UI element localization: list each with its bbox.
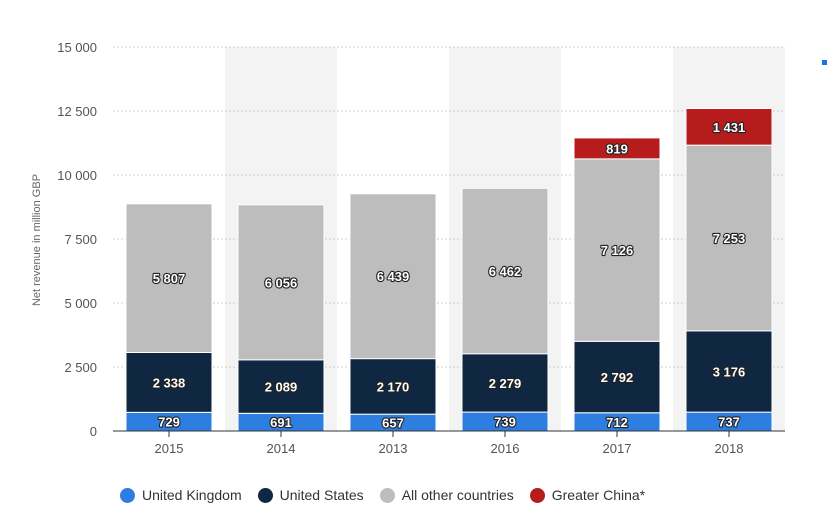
y-tick-label: 2 500: [64, 360, 97, 375]
panel-edge-marker: [822, 60, 827, 65]
data-label: 2 792: [601, 370, 634, 385]
legend-label-all-other-countries: All other countries: [401, 487, 514, 503]
y-tick-label: 10 000: [57, 168, 97, 183]
data-label: 5 807: [153, 271, 186, 286]
legend-marker-united-states: [257, 487, 273, 503]
bar-segment[interactable]: [573, 158, 661, 342]
data-label: 2 279: [489, 376, 522, 391]
bar-segment[interactable]: [237, 204, 325, 361]
stacked-bar-chart: 0 2 500 5 000 7 500 10 000 12 500 15 000 729 2 …: [31, 40, 785, 456]
bar-segment[interactable]: [125, 203, 213, 353]
x-tick-label: 2017: [603, 441, 632, 456]
chart-legend: United Kingdom United States All other c…: [120, 484, 645, 506]
data-label: 7 126: [601, 243, 634, 258]
legend-item-greater-china[interactable]: Greater China*: [529, 487, 646, 503]
data-label: 657: [382, 416, 404, 431]
y-tick-label: 15 000: [57, 40, 97, 55]
x-tick-label: 2018: [715, 441, 744, 456]
legend-marker-all-other-countries: [379, 487, 395, 503]
data-label: 2 089: [265, 380, 298, 395]
bar-segment[interactable]: [685, 108, 773, 146]
bar-segment[interactable]: [461, 187, 549, 355]
data-label: 1 431: [713, 120, 746, 135]
data-label: 3 176: [713, 364, 746, 379]
x-tick-label: 2013: [379, 441, 408, 456]
data-label: 6 056: [265, 275, 298, 290]
data-label: 712: [606, 415, 628, 430]
bar-segment[interactable]: [461, 353, 549, 413]
legend-item-united-kingdom[interactable]: United Kingdom: [120, 487, 242, 503]
data-label: 729: [158, 415, 180, 430]
data-label: 6 439: [377, 269, 410, 284]
legend-label-united-kingdom: United Kingdom: [142, 487, 242, 503]
data-label: 819: [606, 141, 628, 156]
legend-item-united-states[interactable]: United States: [257, 487, 364, 503]
bar-segment[interactable]: [349, 193, 437, 360]
bar-segment[interactable]: [685, 330, 773, 413]
y-tick-label: 12 500: [57, 104, 97, 119]
data-label: 2 338: [153, 375, 186, 390]
bar-segment[interactable]: [573, 340, 661, 414]
data-label: 737: [718, 415, 740, 430]
data-label: 7 253: [713, 231, 746, 246]
y-tick-label: 0: [90, 424, 97, 439]
legend-label-greater-china: Greater China*: [551, 487, 646, 503]
data-label: 6 462: [489, 264, 522, 279]
bar-segment[interactable]: [573, 137, 661, 160]
y-axis-title: Net revenue in million GBP: [31, 174, 43, 306]
legend-marker-united-kingdom: [120, 487, 135, 503]
data-label: 739: [494, 415, 516, 430]
x-tick-label: 2015: [155, 441, 184, 456]
x-tick-label: 2014: [267, 441, 296, 456]
legend-marker-greater-china: [529, 487, 545, 503]
y-tick-label: 5 000: [64, 296, 97, 311]
bar-segment[interactable]: [349, 358, 437, 415]
x-tick-label: 2016: [491, 441, 520, 456]
y-tick-label: 7 500: [64, 232, 97, 247]
legend-item-all-other-countries[interactable]: All other countries: [379, 487, 514, 503]
legend-label-united-states: United States: [279, 487, 364, 503]
data-label: 691: [270, 415, 292, 430]
data-label: 2 170: [377, 379, 410, 394]
